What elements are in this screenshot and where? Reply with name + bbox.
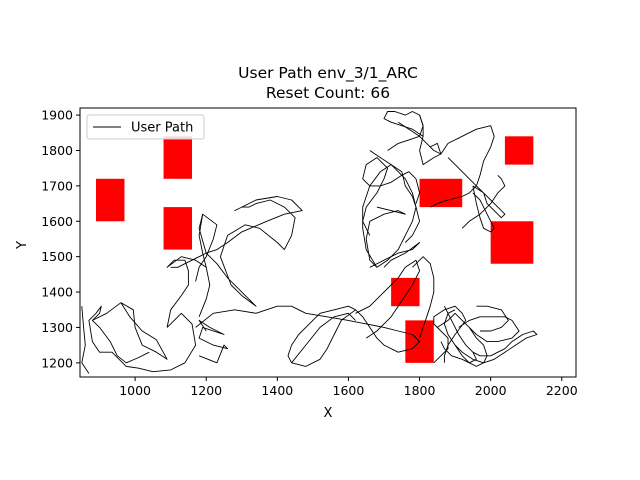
obstacle-2 (163, 136, 192, 179)
x-tick-label: 1400 (261, 383, 293, 398)
user-path-segment-17 (397, 121, 442, 155)
user-path-segment-18 (419, 114, 495, 208)
y-tick-label: 1700 (41, 178, 73, 193)
user-path-segment-12 (369, 242, 421, 268)
x-tick-label: 2000 (475, 383, 507, 398)
user-path-layer (81, 111, 538, 374)
chart-title: User Path env_3/1_ARC (238, 64, 418, 83)
user-path-segment-24 (454, 330, 538, 364)
user-path-segment-14 (362, 157, 421, 236)
user-path-segment-5 (198, 319, 229, 364)
user-path-segment-13 (362, 164, 417, 268)
y-tick-label: 1300 (41, 320, 73, 335)
legend-label-user-path: User Path (131, 121, 193, 136)
y-tick-label: 1500 (41, 249, 73, 264)
user-path-segment-25 (458, 316, 520, 343)
tick-layer: 1000 1200 1400 1600 1800 2000 2200 1200 1300 1400… (41, 108, 578, 398)
y-tick-label: 1900 (41, 108, 73, 123)
user-path-segment-20 (472, 185, 495, 233)
x-tick-label: 2200 (546, 383, 578, 398)
y-tick-label: 1200 (41, 355, 73, 370)
obstacle-3 (163, 207, 192, 250)
x-tick-label: 1800 (404, 383, 436, 398)
user-path-segment-8 (195, 305, 421, 367)
y-tick-label: 1800 (41, 143, 73, 158)
y-tick-label: 1400 (41, 285, 73, 300)
obstacle-5 (504, 136, 534, 165)
user-path-segment-11 (412, 256, 435, 339)
user-path-segment-2 (88, 305, 197, 373)
user-path-segment-16 (383, 111, 424, 151)
chart-subtitle: Reset Count: 66 (266, 84, 390, 102)
x-tick-label: 1200 (190, 383, 222, 398)
user-path-segment-6 (195, 213, 218, 282)
x-axis-label: X (324, 406, 333, 421)
user-path-segment-27 (437, 312, 488, 367)
user-path-segment-26 (476, 305, 509, 332)
obstacle-1 (96, 178, 125, 222)
axes-frame (79, 107, 577, 378)
user-path-segment-4 (81, 306, 90, 374)
user-path-segment-21 (461, 174, 506, 229)
y-axis-label: Y (15, 241, 30, 250)
user-path-segment-15 (369, 150, 421, 243)
legend: User Path (86, 114, 205, 140)
legend-box (86, 114, 205, 140)
user-path-segment-7 (170, 196, 303, 307)
user-path-segment-10 (355, 259, 421, 339)
user-path-segment-9 (291, 312, 356, 364)
x-tick-label: 1000 (119, 383, 151, 398)
obstacle-7 (391, 277, 420, 307)
y-tick-label: 1600 (41, 214, 73, 229)
x-tick-label: 1600 (333, 383, 365, 398)
user-path-segment-3 (166, 256, 211, 328)
user-path-segment-1 (91, 302, 168, 364)
obstacle-6 (490, 221, 534, 264)
user-path-segment-22 (433, 305, 467, 364)
